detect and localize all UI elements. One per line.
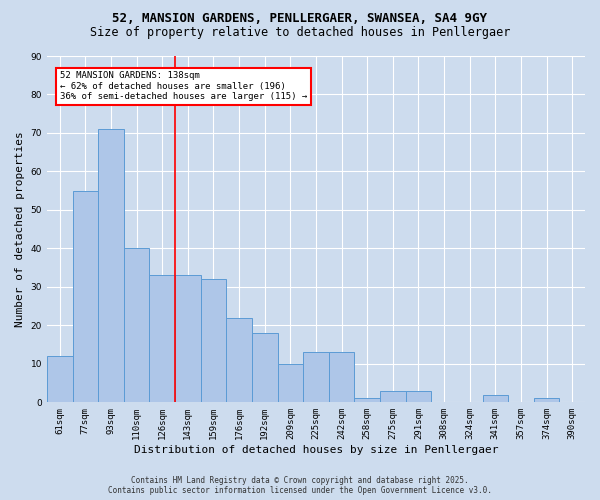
Bar [252, 333, 278, 402]
Text: Size of property relative to detached houses in Penllergaer: Size of property relative to detached ho… [90, 26, 510, 39]
Bar [303, 352, 329, 403]
Bar [482, 394, 508, 402]
Bar [149, 276, 175, 402]
Y-axis label: Number of detached properties: Number of detached properties [15, 132, 25, 327]
Bar [329, 352, 355, 403]
Bar [278, 364, 303, 403]
Bar [73, 190, 98, 402]
Bar [175, 276, 200, 402]
X-axis label: Distribution of detached houses by size in Penllergaer: Distribution of detached houses by size … [134, 445, 498, 455]
Bar [124, 248, 149, 402]
Text: 52, MANSION GARDENS, PENLLERGAER, SWANSEA, SA4 9GY: 52, MANSION GARDENS, PENLLERGAER, SWANSE… [113, 12, 487, 26]
Bar [355, 398, 380, 402]
Bar [226, 318, 252, 402]
Text: 52 MANSION GARDENS: 138sqm
← 62% of detached houses are smaller (196)
36% of sem: 52 MANSION GARDENS: 138sqm ← 62% of deta… [60, 72, 307, 101]
Bar [380, 391, 406, 402]
Bar [406, 391, 431, 402]
Bar [534, 398, 559, 402]
Bar [47, 356, 73, 403]
Bar [98, 129, 124, 402]
Bar [200, 279, 226, 402]
Text: Contains HM Land Registry data © Crown copyright and database right 2025.
Contai: Contains HM Land Registry data © Crown c… [108, 476, 492, 495]
